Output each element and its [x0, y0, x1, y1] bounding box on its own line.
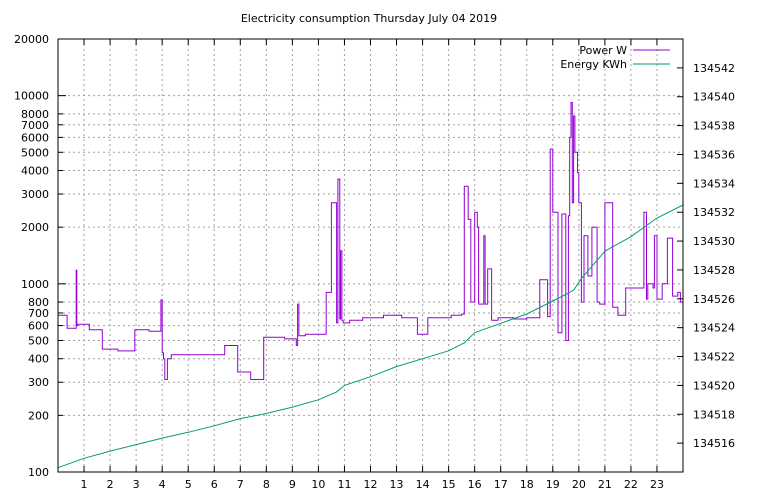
chart-title: Electricity consumption Thursday July 04…	[241, 12, 497, 25]
y-left-tick-label: 2000	[21, 221, 49, 234]
y-left-tick-label: 800	[28, 296, 49, 309]
x-tick-label: 14	[416, 478, 430, 491]
x-tick-label: 5	[185, 478, 192, 491]
legend-label-energy: Energy KWh	[560, 58, 627, 71]
x-tick-label: 9	[289, 478, 296, 491]
legend-label-power: Power W	[579, 44, 627, 57]
x-tick-label: 18	[520, 478, 534, 491]
x-tick-label: 21	[598, 478, 612, 491]
y-right-tick-label: 134542	[693, 62, 735, 75]
y-left-tick-label: 10000	[14, 90, 49, 103]
x-tick-label: 17	[494, 478, 508, 491]
x-tick-label: 8	[263, 478, 270, 491]
y-right-tick-label: 134536	[693, 148, 735, 161]
x-tick-label: 11	[337, 478, 351, 491]
x-tick-label: 10	[311, 478, 325, 491]
x-tick-label: 23	[650, 478, 664, 491]
y-left-tick-label: 3000	[21, 188, 49, 201]
y-left-tick-label: 500	[28, 334, 49, 347]
energy-series-line	[57, 204, 684, 469]
x-tick-label: 19	[546, 478, 560, 491]
y-left-tick-label: 700	[28, 307, 49, 320]
grid-lines	[58, 38, 683, 473]
y-left-tick-label: 600	[28, 320, 49, 333]
y-right-tick-label: 134524	[693, 322, 735, 335]
power-series-line	[58, 102, 684, 380]
y-left-tick-label: 6000	[21, 131, 49, 144]
y-right-tick-label: 134528	[693, 264, 735, 277]
y-right-tick-label: 134522	[693, 351, 735, 364]
y-left-tick-label: 4000	[21, 165, 49, 178]
x-tick-label: 22	[624, 478, 638, 491]
y-right-tick-label: 134516	[693, 437, 735, 450]
y-right-tick-label: 134540	[693, 91, 735, 104]
x-tick-label: 12	[364, 478, 378, 491]
legend: Power W Energy KWh	[560, 44, 670, 71]
y-left-tick-label: 400	[28, 353, 49, 366]
y-right-tick-label: 134534	[693, 177, 735, 190]
y-left-tick-label: 8000	[21, 108, 49, 121]
y-left-tick-label: 100	[28, 466, 49, 479]
y-left-tick-label: 200	[28, 409, 49, 422]
x-tick-label: 6	[211, 478, 218, 491]
y-left-tick-label: 1000	[21, 278, 49, 291]
y-right-tick-label: 134526	[693, 293, 735, 306]
y-left-tick-label: 20000	[14, 33, 49, 46]
x-tick-label: 16	[468, 478, 482, 491]
y-left-tick-label: 7000	[21, 119, 49, 132]
x-tick-label: 1	[81, 478, 88, 491]
y-left-tick-label: 5000	[21, 146, 49, 159]
x-tick-label: 7	[237, 478, 244, 491]
x-axis: 1 2 3 4 5 6 7 8 9 10 11 12 13 14 15 16 17 18 19 20 21 22 23	[81, 39, 664, 491]
x-tick-label: 13	[390, 478, 404, 491]
x-tick-label: 3	[133, 478, 140, 491]
x-tick-label: 15	[442, 478, 456, 491]
series-lines	[57, 102, 684, 469]
x-tick-label: 2	[107, 478, 114, 491]
y-right-tick-label: 134520	[693, 379, 735, 392]
y-right-tick-label: 134532	[693, 206, 735, 219]
y-right-tick-label: 134530	[693, 235, 735, 248]
y-left-tick-label: 300	[28, 376, 49, 389]
y-right-tick-label: 134538	[693, 120, 735, 133]
x-tick-label: 20	[572, 478, 586, 491]
x-tick-label: 4	[159, 478, 166, 491]
y-right-tick-label: 134518	[693, 408, 735, 421]
y-axis-right: 134516 134518 134520 134522 134524 134526 1345…	[677, 62, 735, 450]
